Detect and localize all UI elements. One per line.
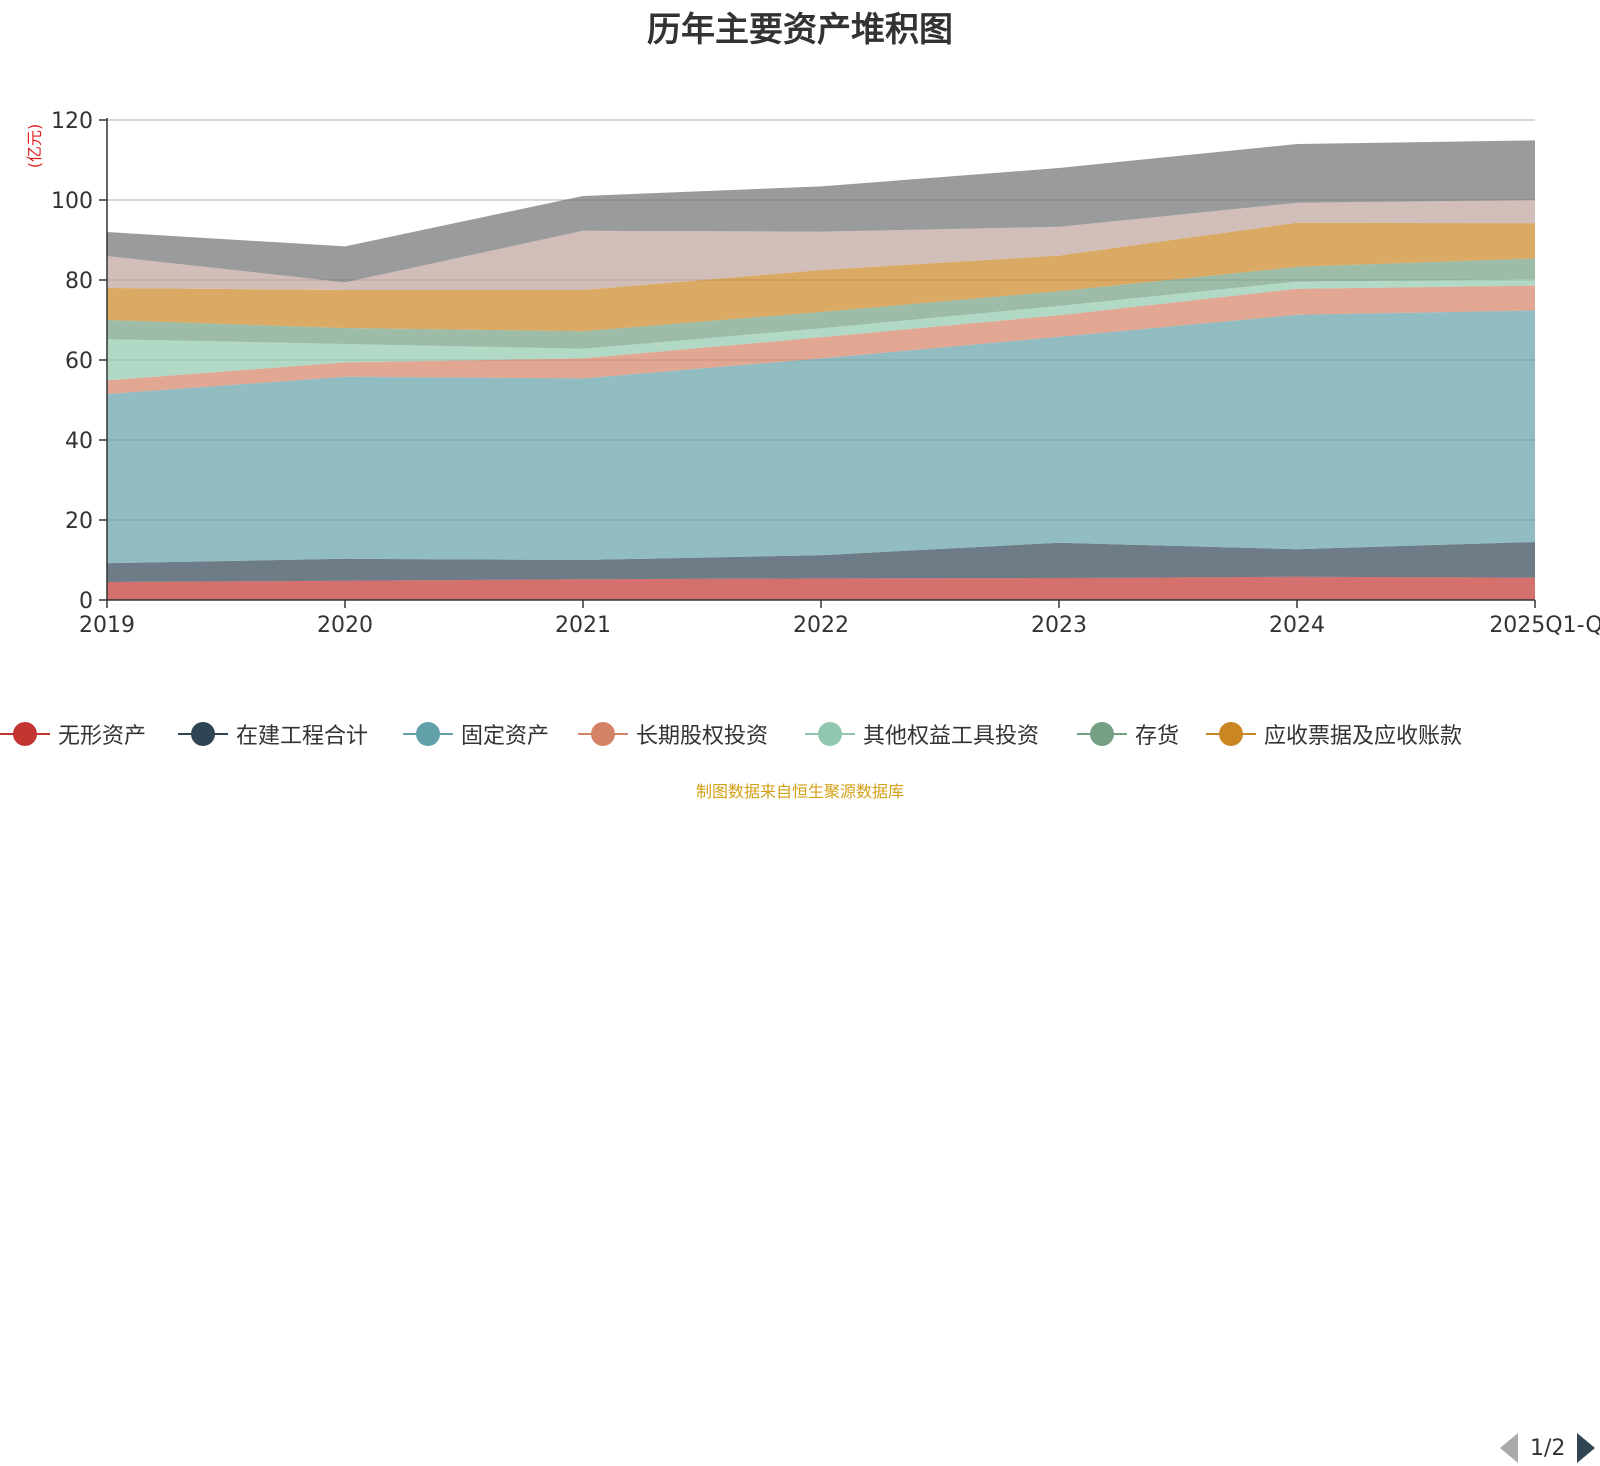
x-tick-label-4: 2023 [1031, 613, 1087, 638]
area-series-5[interactable] [107, 258, 1535, 349]
legend-swatch-icon [0, 722, 50, 746]
legend-item-6[interactable]: 应收票据及应收账款 [1206, 714, 1462, 754]
legend-item-1[interactable]: 在建工程合计 [178, 714, 368, 754]
chart-plot: 0 20 40 60 80 100 120 2019 2020 2021 2022 2023 2024 2… [25, 109, 1600, 638]
legend-label: 应收票据及应收账款 [1264, 724, 1463, 749]
area-series-4[interactable] [107, 279, 1535, 381]
y-tick-label-3: 60 [65, 349, 93, 374]
y-tick-label-2: 40 [65, 429, 93, 454]
legend-swatch-icon [403, 722, 453, 746]
legend-item-5[interactable]: 存货 [1077, 714, 1179, 754]
x-tick-label-5: 2024 [1269, 613, 1325, 638]
y-tick-label-5: 100 [51, 189, 93, 214]
y-tick-label-0: 0 [79, 589, 93, 614]
legend-label: 长期股权投资 [636, 724, 769, 749]
x-tick-label-0: 2019 [79, 613, 135, 638]
y-axis-unit-label: (亿元) [25, 124, 44, 169]
legend: 无形资产 在建工程合计 固定资产 长期股权投资 其他权益工具投资 存货 应收票据及应收账款 … [0, 714, 1600, 1463]
legend-swatch-icon [1206, 722, 1256, 746]
legend-label: 在建工程合计 [236, 724, 369, 749]
area-series-0[interactable] [107, 576, 1535, 600]
source-note: 制图数据来自恒生聚源数据库 [695, 782, 904, 801]
area-series-2[interactable] [107, 310, 1535, 564]
chart-root: 历年主要资产堆积图 0 20 40 60 80 100 120 2019 2020 2021 202… [0, 10, 1600, 1463]
legend-item-4[interactable]: 其他权益工具投资 [805, 714, 1039, 754]
legend-next-arrow-icon[interactable] [1577, 1433, 1596, 1463]
legend-prev-arrow-icon[interactable] [1500, 1433, 1518, 1463]
x-tick-label-1: 2020 [317, 613, 373, 638]
legend-item-2[interactable]: 固定资产 [403, 714, 549, 754]
axis-layer: 0 20 40 60 80 100 120 2019 2020 2021 2022 2023 2024 2… [25, 109, 1600, 638]
chart-title: 历年主要资产堆积图 [647, 10, 953, 50]
legend-label: 无形资产 [58, 724, 147, 749]
area-series-7[interactable] [107, 200, 1535, 290]
legend-pager: 1/2 [1500, 1430, 1596, 1466]
y-tick-label-6: 120 [51, 109, 93, 134]
area-series-6[interactable] [107, 222, 1535, 332]
legend-label: 存货 [1135, 724, 1180, 749]
legend-swatch-icon [1077, 722, 1127, 746]
legend-item-0[interactable]: 无形资产 [0, 714, 146, 754]
legend-swatch-icon [178, 722, 228, 746]
x-tick-label-6: 2025Q1-Q3 [1489, 613, 1600, 638]
x-tick-label-3: 2022 [793, 613, 849, 638]
y-tick-label-1: 20 [65, 509, 93, 534]
x-tick-label-2: 2021 [555, 613, 611, 638]
y-tick-label-4: 80 [65, 269, 93, 294]
legend-swatch-icon [805, 722, 855, 746]
area-series-1[interactable] [107, 542, 1535, 582]
legend-page-indicator: 1/2 [1530, 1435, 1566, 1461]
area-layer [107, 140, 1535, 600]
legend-item-3[interactable]: 长期股权投资 [578, 714, 768, 754]
legend-label: 其他权益工具投资 [863, 724, 1040, 749]
legend-label: 固定资产 [461, 724, 550, 749]
area-series-3[interactable] [107, 285, 1535, 394]
legend-swatch-icon [578, 722, 628, 746]
area-series-8[interactable] [107, 140, 1535, 283]
